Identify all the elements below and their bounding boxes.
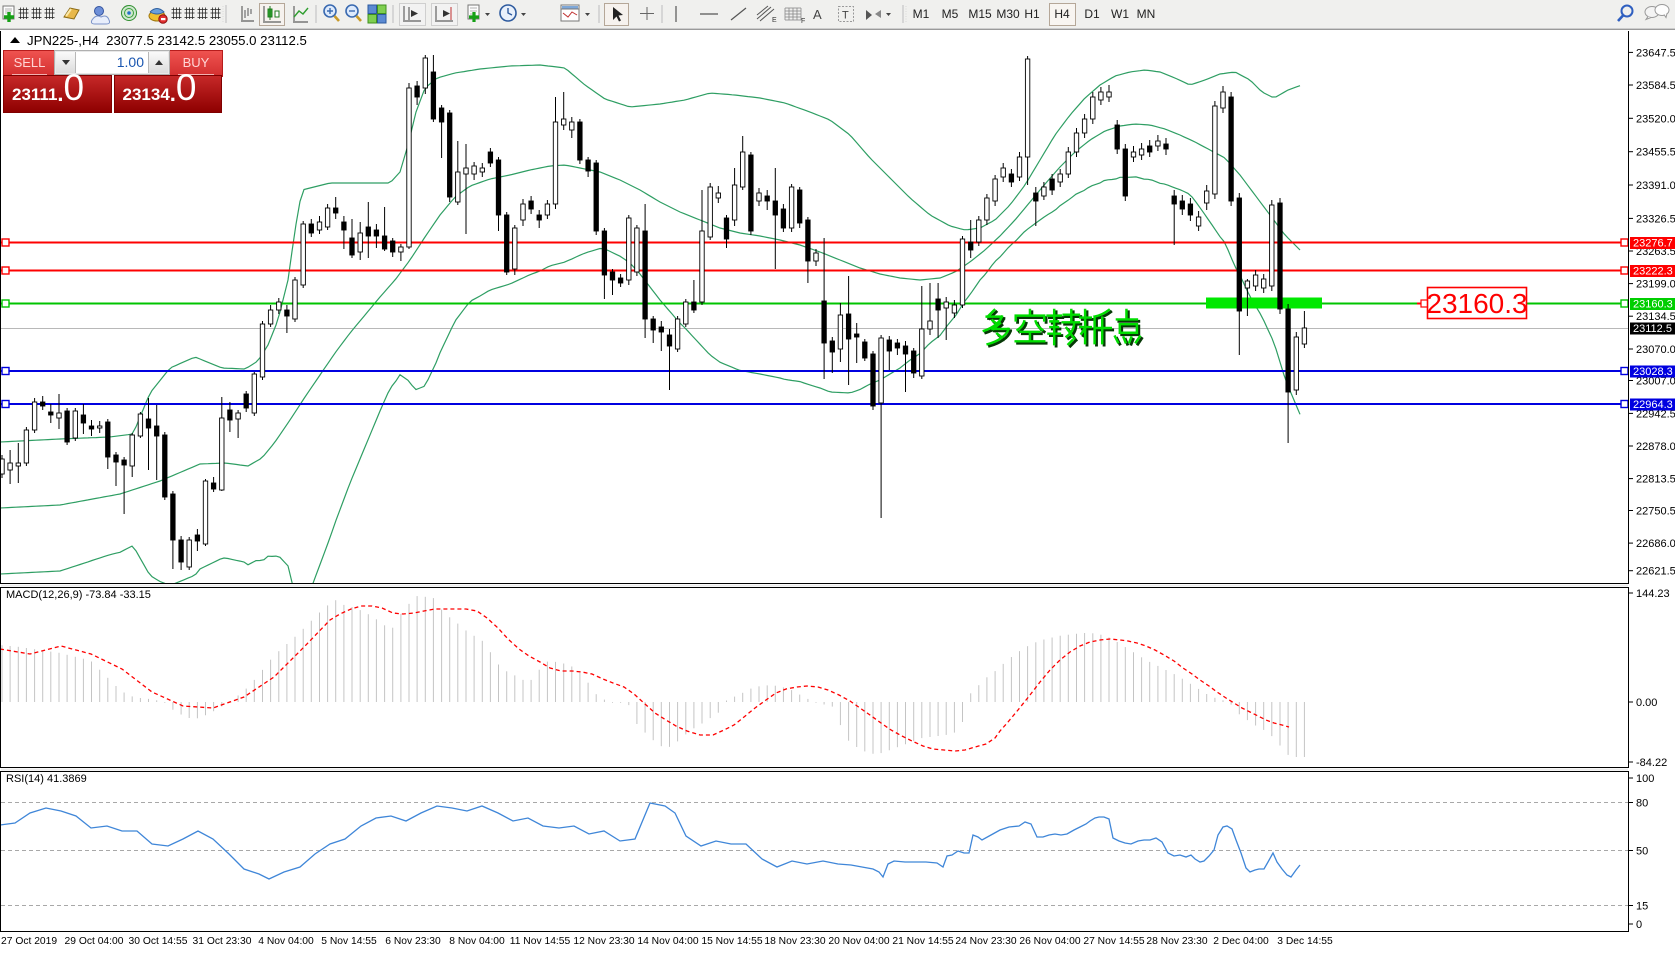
- svg-text:30 Oct 14:55: 30 Oct 14:55: [129, 936, 188, 947]
- svg-text:6 Nov 23:30: 6 Nov 23:30: [385, 936, 441, 947]
- svg-text:MN: MN: [1137, 7, 1156, 21]
- svg-text:E: E: [772, 17, 777, 24]
- svg-text:12 Nov 23:30: 12 Nov 23:30: [573, 936, 635, 947]
- svg-text:23326.5: 23326.5: [1636, 213, 1675, 225]
- svg-text:23391.0: 23391.0: [1636, 180, 1675, 192]
- svg-text:29 Oct 04:00: 29 Oct 04:00: [65, 936, 124, 947]
- svg-text:5 Nov 14:55: 5 Nov 14:55: [321, 936, 377, 947]
- svg-text:23584.5: 23584.5: [1636, 80, 1675, 92]
- svg-text:3 Dec 14:55: 3 Dec 14:55: [1277, 936, 1333, 947]
- svg-text:8 Nov 04:00: 8 Nov 04:00: [449, 936, 505, 947]
- svg-text:23160.3: 23160.3: [1633, 299, 1673, 311]
- svg-text:M5: M5: [942, 7, 959, 21]
- svg-text:23455.5: 23455.5: [1636, 147, 1675, 159]
- svg-text:0: 0: [1636, 919, 1642, 931]
- svg-text:23028.3: 23028.3: [1633, 366, 1673, 378]
- svg-text:D1: D1: [1084, 7, 1100, 21]
- svg-text:-84.22: -84.22: [1636, 757, 1667, 769]
- svg-text:M30: M30: [996, 7, 1020, 21]
- svg-text:0.00: 0.00: [1636, 697, 1657, 709]
- svg-text:22878.0: 22878.0: [1636, 441, 1675, 453]
- svg-text:28 Nov 23:30: 28 Nov 23:30: [1146, 936, 1208, 947]
- svg-text:H1: H1: [1024, 7, 1040, 21]
- svg-text:23070.0: 23070.0: [1636, 344, 1675, 356]
- svg-text:2 Dec 04:00: 2 Dec 04:00: [1213, 936, 1269, 947]
- svg-text:W1: W1: [1111, 7, 1129, 21]
- svg-text:22750.5: 22750.5: [1636, 506, 1675, 518]
- svg-text:23520.0: 23520.0: [1636, 113, 1675, 125]
- svg-text:22621.5: 22621.5: [1636, 566, 1675, 578]
- svg-text:A: A: [813, 7, 822, 22]
- svg-text:23160.3: 23160.3: [1426, 288, 1527, 319]
- svg-text:23007.0: 23007.0: [1636, 376, 1675, 388]
- svg-text:80: 80: [1636, 798, 1648, 810]
- svg-text:50: 50: [1636, 846, 1648, 858]
- svg-text:31 Oct 23:30: 31 Oct 23:30: [193, 936, 252, 947]
- svg-text:27 Nov 14:55: 27 Nov 14:55: [1083, 936, 1145, 947]
- svg-text:14 Nov 04:00: 14 Nov 04:00: [637, 936, 699, 947]
- svg-text:27 Oct 2019: 27 Oct 2019: [1, 936, 57, 947]
- svg-text:11 Nov 14:55: 11 Nov 14:55: [510, 936, 571, 947]
- svg-text:23647.5: 23647.5: [1636, 47, 1675, 59]
- svg-text:22686.0: 22686.0: [1636, 538, 1675, 550]
- svg-text:22942.5: 22942.5: [1636, 408, 1675, 420]
- svg-text:26 Nov 04:00: 26 Nov 04:00: [1019, 936, 1081, 947]
- svg-text:H4: H4: [1054, 7, 1070, 21]
- svg-text:JPN225-,H4 23077.5 23142.5 23: JPN225-,H4 23077.5 23142.5 23055.0 23112…: [27, 33, 307, 48]
- svg-text:24 Nov 23:30: 24 Nov 23:30: [955, 936, 1017, 947]
- svg-text:23276.7: 23276.7: [1633, 238, 1673, 250]
- svg-text:RSI(14) 41.3869: RSI(14) 41.3869: [6, 773, 87, 785]
- svg-text:15: 15: [1636, 901, 1648, 913]
- svg-text:23134.5: 23134.5: [1636, 311, 1675, 323]
- svg-text:M15: M15: [968, 7, 992, 21]
- svg-text:F: F: [801, 18, 805, 25]
- svg-text:MACD(12,26,9) -73.84 -33.15: MACD(12,26,9) -73.84 -33.15: [6, 589, 151, 601]
- svg-text:144.23: 144.23: [1636, 588, 1670, 600]
- svg-text:M1: M1: [913, 7, 930, 21]
- svg-text:15 Nov 14:55: 15 Nov 14:55: [701, 936, 763, 947]
- svg-text:23112.5: 23112.5: [1633, 323, 1672, 335]
- svg-text:T: T: [842, 10, 849, 22]
- svg-text:23222.3: 23222.3: [1633, 266, 1673, 278]
- svg-text:20 Nov 04:00: 20 Nov 04:00: [828, 936, 890, 947]
- svg-text:23199.0: 23199.0: [1636, 279, 1675, 291]
- svg-text:4 Nov 04:00: 4 Nov 04:00: [258, 936, 314, 947]
- svg-text:100: 100: [1636, 773, 1654, 785]
- svg-text:18 Nov 23:30: 18 Nov 23:30: [764, 936, 826, 947]
- svg-text:22964.3: 22964.3: [1633, 399, 1673, 411]
- svg-text:21 Nov 14:55: 21 Nov 14:55: [892, 936, 954, 947]
- svg-text:22813.5: 22813.5: [1636, 474, 1675, 486]
